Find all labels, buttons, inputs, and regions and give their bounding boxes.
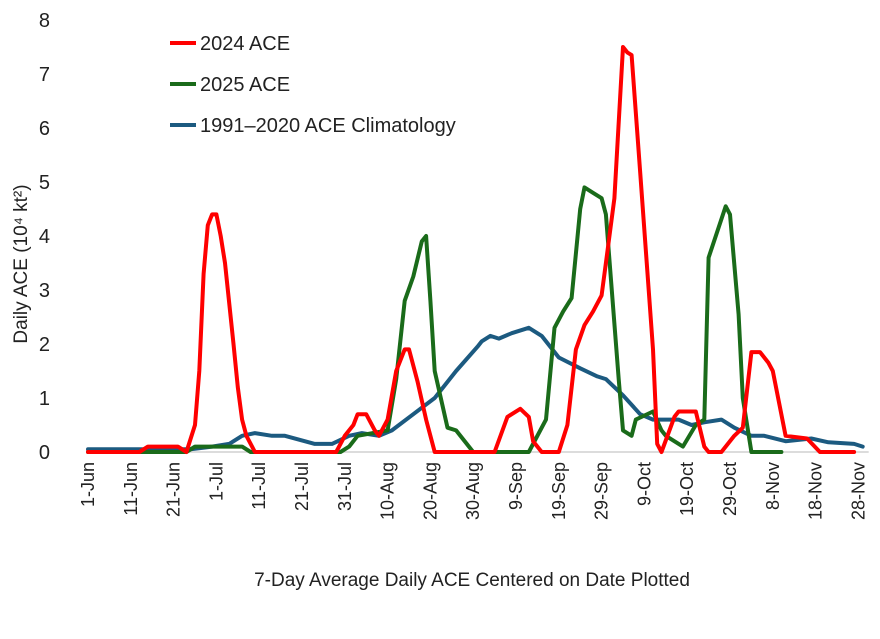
y-tick-label: 6 — [39, 118, 50, 140]
x-tick-label: 28-Nov — [848, 462, 868, 520]
y-tick-label: 1 — [39, 388, 50, 410]
series-line-2 — [86, 325, 865, 452]
y-axis-label: Daily ACE (10⁴ kt²) — [11, 184, 32, 343]
x-tick-label: 19-Oct — [677, 462, 697, 516]
legend: 2024 ACE 2025 ACE 1991–2020 ACE Climatolog… — [170, 33, 456, 137]
x-tick-label: 31-Jul — [335, 462, 355, 511]
x-tick-label: 18-Nov — [806, 462, 826, 520]
x-tick-label: 1-Jun — [78, 462, 98, 507]
legend-label: 1991–2020 ACE Climatology — [200, 115, 456, 137]
x-tick-label: 1-Jul — [206, 462, 226, 501]
x-axis-ticks: 1-Jun 11-Jun 21-Jun 1-Jul 11-Jul 21-Jul 31-Jul… — [78, 462, 868, 520]
series-lines — [86, 45, 865, 454]
x-tick-label: 9-Oct — [634, 462, 654, 506]
x-tick-label: 11-Jun — [121, 462, 141, 516]
x-tick-label: 29-Oct — [720, 462, 740, 516]
x-tick-label: 21-Jun — [164, 462, 184, 517]
series-line-0 — [86, 45, 857, 454]
y-tick-label: 5 — [39, 172, 50, 194]
y-tick-label: 2 — [39, 334, 50, 356]
legend-label: 2025 ACE — [200, 74, 290, 96]
legend-label: 2024 ACE — [200, 33, 290, 55]
y-tick-label: 0 — [39, 442, 50, 464]
y-tick-label: 8 — [39, 10, 50, 32]
y-tick-label: 4 — [39, 226, 50, 248]
x-tick-label: 11-Jul — [249, 462, 269, 510]
x-tick-label: 20-Aug — [420, 462, 440, 520]
x-tick-label: 19-Sep — [549, 462, 569, 520]
x-tick-label: 9-Sep — [506, 462, 526, 510]
x-tick-label: 29-Sep — [592, 462, 612, 520]
x-axis-label: 7-Day Average Daily ACE Centered on Date… — [254, 570, 690, 591]
y-tick-label: 3 — [39, 280, 50, 302]
x-tick-label: 10-Aug — [378, 462, 398, 520]
x-tick-label: 8-Nov — [763, 462, 783, 510]
x-tick-label: 30-Aug — [463, 462, 483, 520]
y-axis-ticks: 0 1 2 3 4 5 6 7 8 — [39, 10, 50, 464]
x-tick-label: 21-Jul — [292, 462, 312, 511]
y-tick-label: 7 — [39, 64, 50, 86]
